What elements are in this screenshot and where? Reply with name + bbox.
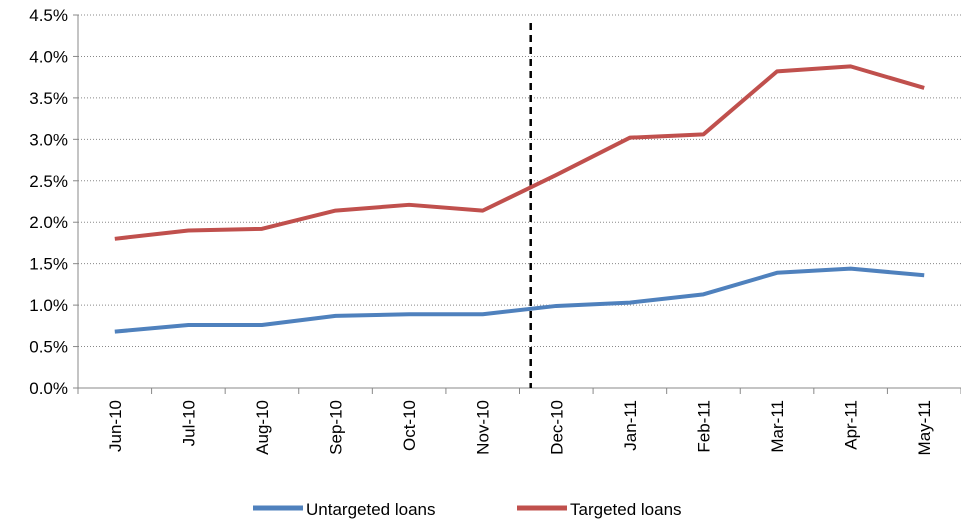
y-tick-label: 1.5% — [29, 255, 68, 274]
y-tick-label: 3.0% — [29, 130, 68, 149]
x-tick-label: Aug-10 — [253, 400, 272, 455]
y-tick-label: 4.0% — [29, 47, 68, 66]
x-tick-label: May-11 — [915, 400, 934, 455]
y-tick-label: 0.5% — [29, 338, 68, 357]
y-tick-label: 1.0% — [29, 296, 68, 315]
x-tick-label: Dec-10 — [547, 400, 566, 455]
legend-label: Targeted loans — [570, 500, 682, 519]
x-tick-label: Mar-11 — [768, 400, 787, 453]
legend-label: Untargeted loans — [306, 500, 435, 519]
y-tick-label: 4.5% — [29, 6, 68, 25]
x-tick-label: Apr-11 — [842, 400, 861, 450]
y-tick-label: 2.5% — [29, 172, 68, 191]
y-tick-label: 3.5% — [29, 89, 68, 108]
series-line — [114, 64, 925, 241]
x-tick-label: Jul-10 — [179, 400, 198, 446]
y-tick-label: 2.0% — [29, 213, 68, 232]
x-tick-label: Sep-10 — [327, 400, 346, 455]
x-tick-label: Jan-11 — [621, 400, 640, 451]
x-tick-label: Feb-11 — [694, 400, 713, 453]
x-tick-label: Jun-10 — [106, 400, 125, 452]
x-tick-label: Nov-10 — [474, 400, 493, 455]
series-line — [114, 266, 925, 334]
y-tick-label: 0.0% — [29, 379, 68, 398]
x-tick-label: Oct-10 — [400, 400, 419, 451]
